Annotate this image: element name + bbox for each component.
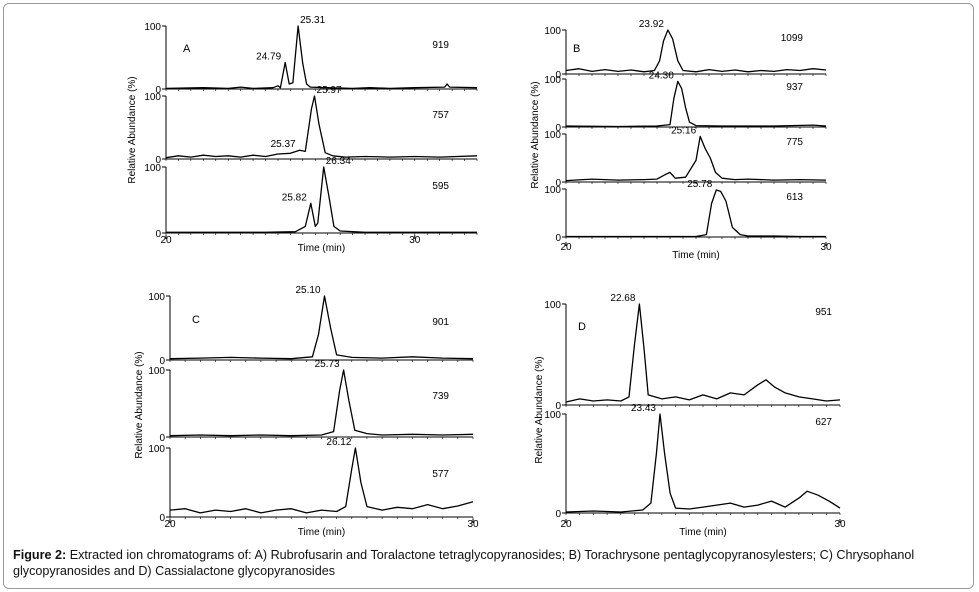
panel-d-ylabel: Relative Abundance (%)	[534, 356, 545, 463]
panel-c-trace-739-peak-label: 25.73	[315, 359, 340, 370]
panel-a-letter: A	[183, 43, 191, 55]
panel-b-trace-775-peak-label: 25.16	[671, 125, 696, 136]
panel-a-trace-919-peak-label: 24.79	[256, 52, 281, 63]
figure-caption: Figure 2: Extracted ion chromatograms of…	[13, 547, 968, 579]
panel-c-trace-739-ytick-label: 0	[159, 433, 165, 444]
panel-a-trace-595-mz-label: 595	[432, 181, 449, 192]
panel-a-trace-595-ytick-label: 0	[155, 229, 161, 240]
panel-b-trace-613-line	[566, 189, 826, 238]
panel-c-trace-739-ytick-label: 100	[148, 366, 165, 377]
panel-a-trace-919-line	[165, 25, 478, 90]
panel-d-trace-627-line	[565, 413, 841, 513]
panel-b-ylabel: Relative Abundance (%)	[530, 81, 541, 188]
caption-text: Extracted ion chromatograms of: A) Rubro…	[13, 548, 915, 578]
panel-d-xtick-label: 20	[560, 519, 572, 530]
panel-c-xlabel: Time (min)	[298, 527, 345, 538]
panel-b-trace-1099-peak-label: 23.92	[639, 19, 664, 30]
panel-b-trace-1099-line	[565, 29, 827, 73]
panel-a-trace-757-mz-label: 757	[432, 110, 449, 121]
panel-c-trace-901-peak-label: 25.10	[295, 285, 320, 296]
panel-a-trace-595-line	[166, 166, 477, 233]
panel-b-trace-937-mz-label: 937	[786, 82, 803, 93]
panel-c-letter: C	[192, 314, 200, 326]
panel-a-trace-595-ytick-label: 100	[144, 163, 161, 174]
panel-b-trace-775-line	[565, 135, 827, 182]
panel-a-trace-757-line	[165, 95, 478, 159]
panel-d-trace-627-ytick-label: 0	[555, 509, 561, 520]
panel-b-trace-937-line	[565, 80, 827, 128]
panel-a-xtick-label: 20	[160, 235, 172, 246]
panel-a-trace-757-ytick-label: 0	[155, 155, 161, 166]
panel-d-xlabel: Time (min)	[679, 527, 726, 538]
panel-b-xtick-label: 30	[820, 242, 832, 253]
panel-d-trace-627-mz-label: 627	[815, 417, 832, 428]
panel-a-trace-919-peak-label: 25.31	[300, 15, 325, 26]
panel-c-trace-901-line	[169, 295, 474, 360]
panel-d-trace-627-peak-label: 23.43	[631, 403, 656, 414]
caption-label: Figure 2:	[13, 548, 67, 562]
panel-a-trace-757-ytick-label: 100	[144, 92, 161, 103]
figure-frame	[3, 3, 974, 589]
panel-a-trace-919-mz-label: 919	[432, 40, 449, 51]
panel-d-trace-951-peak-label: 22.68	[610, 293, 635, 304]
panel-c-trace-577-peak-label: 26.12	[326, 437, 351, 448]
panel-d-trace-951-line	[565, 303, 841, 403]
panel-b-trace-613-ytick-label: 0	[555, 233, 561, 244]
panel-b-trace-937-peak-label: 24.30	[649, 70, 674, 81]
panel-d-trace-951-ytick-label: 0	[555, 401, 561, 412]
panel-c-trace-577-ytick-label: 100	[148, 444, 165, 455]
panel-c-trace-577-line	[169, 447, 474, 514]
panel-c-trace-901-mz-label: 901	[432, 317, 449, 328]
panel-c-trace-901-ytick-label: 0	[159, 356, 165, 367]
panel-c-trace-901-ytick-label: 100	[148, 292, 165, 303]
panel-a-trace-919-ytick-label: 0	[155, 85, 161, 96]
panel-b-trace-613-mz-label: 613	[786, 192, 803, 203]
panel-b-trace-1099-ytick-label: 0	[555, 70, 561, 81]
panel-a-xtick-label: 30	[409, 235, 421, 246]
panel-d-xtick-label: 30	[834, 519, 846, 530]
panel-a-ylabel: Relative Abundance (%)	[127, 76, 138, 183]
panel-b-trace-937-ytick-label: 100	[544, 75, 561, 86]
panel-d-trace-951-ytick-label: 100	[544, 300, 561, 311]
panel-b-trace-1099-ytick-label: 100	[544, 26, 561, 37]
panel-d-letter: D	[578, 321, 586, 333]
panel-c-trace-739-line	[169, 369, 474, 437]
panel-a-xlabel: Time (min)	[298, 243, 345, 254]
panel-b-xtick-label: 20	[560, 242, 572, 253]
panel-c-ylabel: Relative Abundance (%)	[134, 351, 145, 458]
panel-b-trace-775-ytick-label: 0	[555, 178, 561, 189]
panel-b-trace-775-mz-label: 775	[786, 137, 803, 148]
panel-a-trace-757-peak-label: 25.97	[317, 85, 342, 96]
panel-a-trace-919-ytick-label: 100	[144, 22, 161, 33]
panel-a-trace-595-peak-label: 25.82	[282, 192, 307, 203]
panel-b-letter: B	[573, 43, 580, 55]
panel-d-trace-951-mz-label: 951	[815, 307, 832, 318]
panel-d-trace-627-ytick-label: 100	[544, 410, 561, 421]
panel-c-trace-577-mz-label: 577	[432, 469, 449, 480]
panel-b-xlabel: Time (min)	[672, 250, 719, 261]
panel-b-trace-613-peak-label: 25.78	[687, 179, 712, 190]
panel-b-trace-613-ytick-label: 100	[544, 185, 561, 196]
panel-c-xtick-label: 20	[164, 519, 176, 530]
panel-b-trace-937-ytick-label: 0	[555, 123, 561, 134]
panel-c-trace-577-ytick-label: 0	[159, 513, 165, 524]
panel-c-xtick-label: 30	[467, 519, 479, 530]
panel-a-trace-595-peak-label: 26.34	[326, 156, 351, 167]
panel-a-trace-757-peak-label: 25.37	[271, 139, 296, 150]
panel-b-trace-1099-mz-label: 1099	[781, 33, 804, 44]
panel-c-trace-739-mz-label: 739	[432, 391, 449, 402]
panel-b-trace-775-ytick-label: 100	[544, 130, 561, 141]
